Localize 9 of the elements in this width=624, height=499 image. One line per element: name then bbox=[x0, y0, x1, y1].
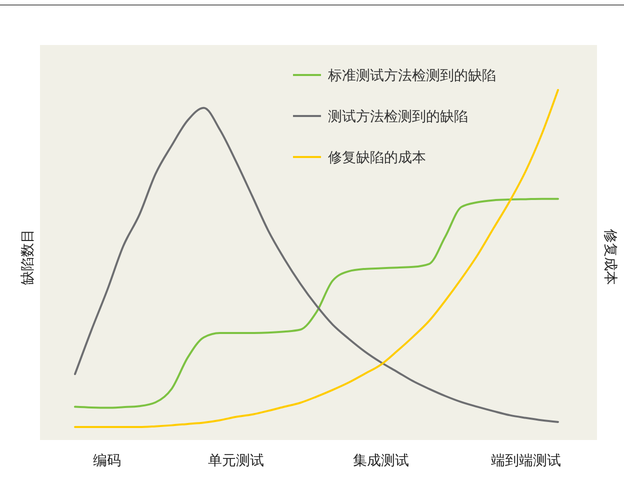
y2-axis-title: 修复成本 bbox=[602, 229, 618, 285]
x-tick-label: 编码 bbox=[93, 453, 122, 469]
legend-label: 修复缺陷的成本 bbox=[328, 150, 426, 166]
legend-label: 测试方法检测到的缺陷 bbox=[328, 109, 468, 125]
x-tick-label: 端到端测试 bbox=[490, 453, 561, 469]
x-tick-label: 单元测试 bbox=[208, 453, 264, 469]
x-tick-label: 集成测试 bbox=[352, 453, 409, 469]
legend-label: 标准测试方法检测到的缺陷 bbox=[327, 68, 496, 84]
y-axis-title: 缺陷数目 bbox=[20, 229, 36, 285]
